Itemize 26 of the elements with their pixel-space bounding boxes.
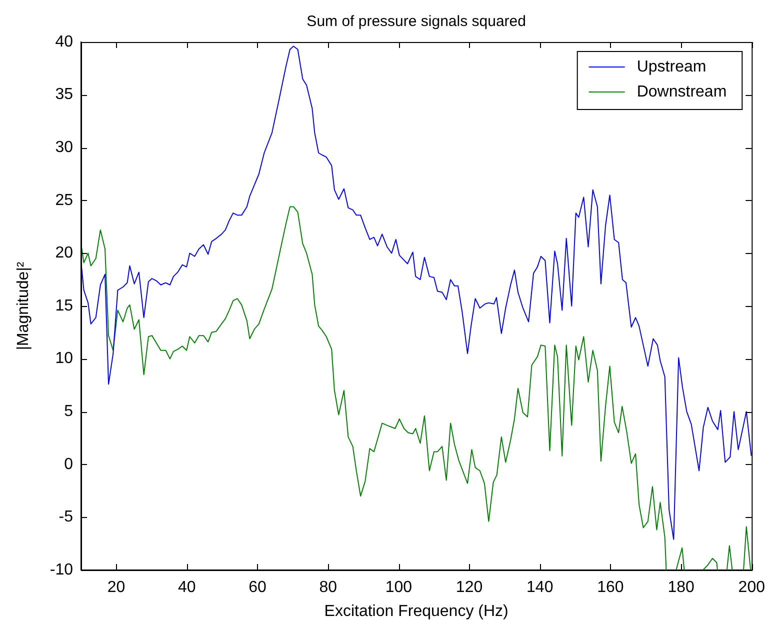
y-tick-label: -5 bbox=[58, 508, 74, 526]
y-axis-title: |Magnitude|² bbox=[15, 261, 32, 350]
x-tick-label: 160 bbox=[597, 579, 624, 596]
x-tick-label: 140 bbox=[526, 579, 554, 596]
y-tick-label: 30 bbox=[55, 139, 74, 156]
y-tick-label: -10 bbox=[50, 561, 74, 578]
y-tick-label: 35 bbox=[55, 86, 74, 104]
x-tick-label: 180 bbox=[668, 579, 695, 596]
y-tick-label: 0 bbox=[64, 456, 74, 473]
x-tick-label: 120 bbox=[456, 579, 483, 596]
legend-label: Upstream bbox=[636, 58, 706, 76]
x-tick-label: 20 bbox=[107, 579, 126, 596]
x-tick-label: 100 bbox=[385, 579, 412, 596]
x-tick-label: 40 bbox=[178, 579, 196, 596]
y-tick-label: 15 bbox=[55, 297, 74, 314]
y-tick-label: 5 bbox=[64, 403, 74, 420]
y-tick-label: 20 bbox=[55, 244, 74, 262]
y-tick-label: 25 bbox=[55, 192, 74, 209]
x-tick-label: 80 bbox=[319, 579, 338, 596]
x-tick-label: 200 bbox=[738, 579, 766, 596]
chart-title: Sum of pressure signals squared bbox=[306, 13, 526, 30]
legend-label: Downstream bbox=[636, 83, 727, 100]
x-axis-title: Excitation Frequency (Hz) bbox=[324, 603, 508, 620]
x-tick-label: 60 bbox=[248, 579, 266, 596]
y-tick-label: 40 bbox=[55, 33, 74, 50]
y-tick-label: 10 bbox=[55, 350, 74, 368]
